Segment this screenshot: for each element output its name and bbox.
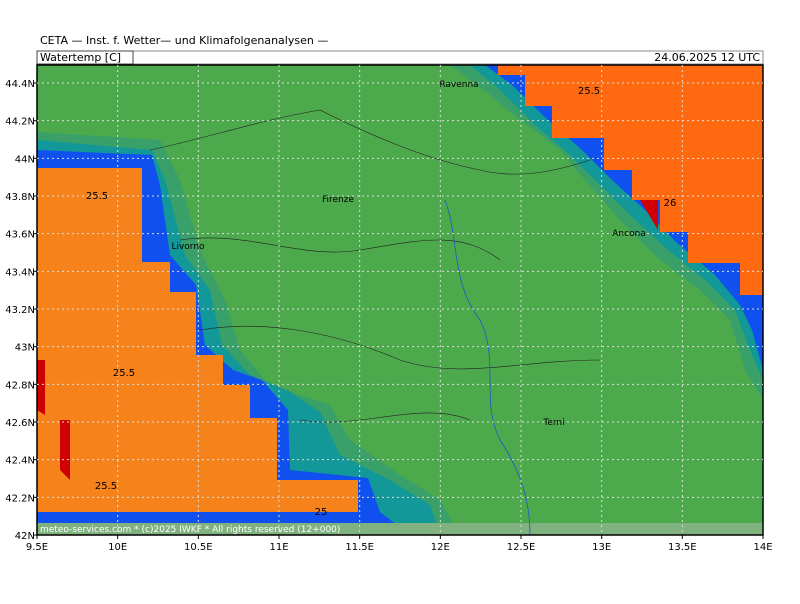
- y-tick-label: 42.2N: [5, 493, 35, 504]
- y-tick-label: 43.6N: [5, 230, 35, 241]
- y-tick-label: 43.8N: [5, 192, 35, 203]
- contour-label: 25.5: [86, 191, 108, 202]
- x-tick-label: 12.5E: [507, 542, 536, 553]
- river: [444, 199, 531, 536]
- contour-label: 26: [664, 198, 677, 209]
- y-tick-label: 44.4N: [5, 79, 35, 90]
- y-tick-label: 42.8N: [5, 380, 35, 391]
- sea: [498, 65, 763, 295]
- x-tick-label: 13E: [592, 542, 611, 553]
- x-tick-label: 14E: [753, 542, 772, 553]
- x-tick-label: 10E: [108, 542, 127, 553]
- y-tick-label: 42N: [15, 531, 35, 542]
- y-tick-label: 42.4N: [5, 456, 35, 467]
- x-tick-label: 13.5E: [668, 542, 697, 553]
- footer-strip: [37, 523, 763, 535]
- y-tick-label: 42.6N: [5, 418, 35, 429]
- x-tick-label: 9.5E: [26, 542, 48, 553]
- y-tick-label: 43.4N: [5, 267, 35, 278]
- city-label: Firenze: [322, 195, 354, 205]
- city-label: Ravenna: [439, 80, 478, 90]
- y-tick-label: 44N: [15, 154, 35, 165]
- variable-label: Watertemp [C]: [40, 51, 121, 64]
- map-frame: [36, 64, 764, 536]
- variable-box: [36, 50, 134, 65]
- city-label: Terni: [542, 418, 564, 428]
- x-tick-label: 11.5E: [345, 542, 374, 553]
- contour-label: 25.5: [113, 368, 135, 379]
- y-tick-label: 43N: [15, 343, 35, 354]
- contour-label: 25.5: [578, 86, 600, 97]
- city-label: Ancona: [612, 229, 646, 239]
- contour-label: 25: [315, 507, 328, 518]
- header-title: CETA — Inst. f. Wetter— und Klimafolgena…: [40, 34, 328, 47]
- x-tick-label: 12E: [431, 542, 450, 553]
- city-label: Livorno: [171, 242, 205, 252]
- warm-spot: [37, 360, 45, 415]
- contour-label: 25.5: [95, 481, 117, 492]
- x-tick-label: 11E: [269, 542, 288, 553]
- warm-spot: [640, 200, 658, 230]
- footer: meteo-services.com * (c)2025 IWKF * All …: [40, 525, 340, 535]
- date-label: 24.06.2025 12 UTC: [654, 51, 760, 64]
- y-tick-label: 43.2N: [5, 305, 35, 316]
- map-area: [37, 65, 763, 536]
- x-tick-label: 10.5E: [184, 542, 213, 553]
- y-tick-label: 44.2N: [5, 117, 35, 128]
- warm-spot: [60, 420, 70, 480]
